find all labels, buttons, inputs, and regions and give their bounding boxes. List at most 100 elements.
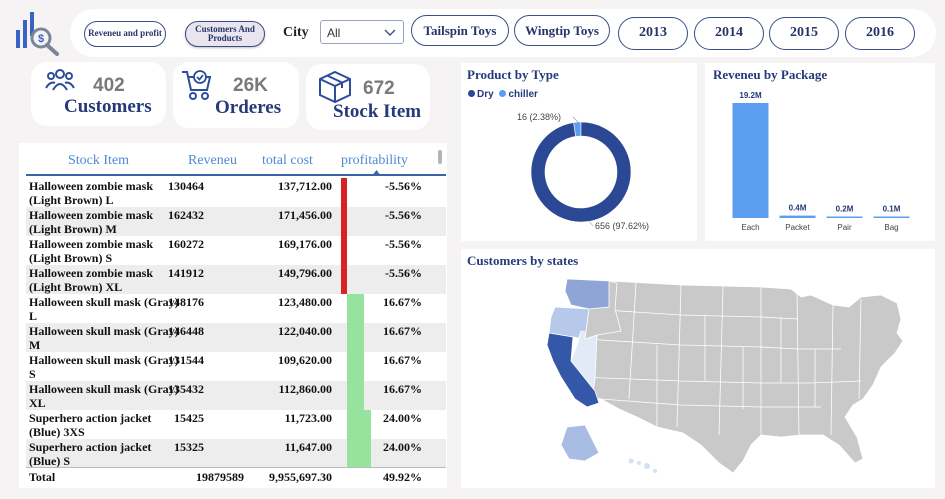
- donut-label-chiller: 16 (2.38%): [517, 112, 562, 122]
- package-value-label: 19.2M: [739, 91, 762, 100]
- package-value-label: 0.1M: [883, 205, 901, 214]
- kpi-stock-items: 672 Stock Item: [306, 64, 430, 130]
- stock-item-table: Stock Item Reveneu total cost profitabil…: [19, 143, 447, 488]
- table-row[interactable]: Halloween zombie mask (Light Brown) S 160…: [26, 236, 446, 265]
- cell-profitability: -5.56%: [385, 237, 422, 251]
- cell-revenue: 146448: [168, 324, 204, 338]
- cell-stock-item: Halloween zombie mask (Light Brown) M: [29, 208, 153, 236]
- city-dropdown-value: All: [327, 26, 341, 40]
- legend-item-dry[interactable]: Dry: [468, 89, 494, 100]
- table-row[interactable]: Superhero action jacket (Blue) S 15325 11,…: [26, 439, 446, 468]
- package-bar-pair[interactable]: [826, 216, 863, 219]
- kpi-customers: 402 Customers: [31, 62, 166, 126]
- app-logo-icon: $: [12, 8, 64, 56]
- customers-by-states-title: Customers by states: [467, 253, 579, 268]
- product-type-legend: Dry chiller: [468, 89, 538, 100]
- column-header-stock-item[interactable]: Stock Item: [68, 153, 130, 168]
- cell-stock-item: Halloween skull mask (Gray) XL: [29, 382, 179, 410]
- year-button-2013[interactable]: 2013: [618, 17, 688, 50]
- cell-revenue: 131544: [168, 353, 204, 367]
- kpi-orders-label: Orderes: [215, 97, 282, 118]
- package-category-label: Pair: [837, 223, 852, 232]
- legend-item-chiller[interactable]: chiller: [499, 89, 538, 100]
- profitability-data-bar: [347, 410, 371, 439]
- table-row[interactable]: Halloween skull mask (Gray) L 148176 123,4…: [26, 294, 446, 323]
- legend-dot-chiller: [499, 90, 507, 97]
- kpi-orders: 26K Orderes: [173, 62, 299, 128]
- year-button-2014[interactable]: 2014: [694, 17, 764, 50]
- total-profitability: 49.92%: [383, 470, 422, 484]
- cell-total-cost: 149,796.00: [278, 266, 332, 280]
- state-california[interactable]: [546, 332, 600, 408]
- cell-stock-item: Halloween skull mask (Gray) L: [29, 295, 179, 323]
- revenue-profit-button[interactable]: Reveneu and profit: [84, 21, 166, 47]
- chevron-down-icon: [384, 29, 396, 36]
- table-scrollbar[interactable]: [438, 150, 442, 164]
- brand-button-tailspin[interactable]: Tailspin Toys: [411, 15, 509, 46]
- map-states-body[interactable]: [568, 280, 904, 474]
- cell-stock-item: Superhero action jacket (Blue) S: [29, 440, 152, 468]
- table-row[interactable]: Superhero action jacket (Blue) 3XS 15425 1…: [26, 410, 446, 439]
- cell-total-cost: 171,456.00: [278, 208, 332, 222]
- package-bar-each[interactable]: [732, 103, 769, 218]
- legend-dot-dry: [468, 90, 475, 97]
- kpi-customers-label: Customers: [64, 96, 152, 117]
- package-category-label: Packet: [785, 223, 810, 232]
- table-row[interactable]: Halloween zombie mask (Light Brown) L 130…: [26, 178, 446, 207]
- donut-leader-chiller: [572, 116, 580, 124]
- package-bar-packet[interactable]: [779, 215, 816, 218]
- cell-revenue: 141912: [168, 266, 204, 280]
- table-row[interactable]: Halloween skull mask (Gray) S 131544 109,6…: [26, 352, 446, 381]
- customers-products-button[interactable]: Customers And Products: [185, 21, 265, 47]
- total-label: Total: [29, 470, 56, 484]
- cell-revenue: 130464: [168, 179, 204, 193]
- total-revenue: 19879589: [196, 470, 244, 484]
- state-hawaii[interactable]: [628, 458, 658, 474]
- cell-revenue: 162432: [168, 208, 204, 222]
- year-button-2015[interactable]: 2015: [769, 17, 839, 50]
- table-total-row: Total 19879589 9,955,697.30 49.92%: [26, 467, 446, 487]
- column-header-revenue[interactable]: Reveneu: [188, 153, 237, 168]
- product-by-type-card: Product by Type Dry chiller 16 (2.38%) 6…: [461, 63, 697, 241]
- donut-slice-dry[interactable]: [530, 121, 632, 223]
- cell-revenue: 15325: [174, 440, 204, 454]
- cell-profitability: -5.56%: [385, 266, 422, 280]
- state-idaho[interactable]: [584, 280, 622, 340]
- brand-button-wingtip[interactable]: Wingtip Toys: [514, 15, 610, 46]
- cell-profitability: 16.67%: [383, 353, 422, 367]
- kpi-stock-items-value: 672: [363, 78, 395, 99]
- box-icon: [319, 70, 351, 104]
- legend-label-dry: Dry: [477, 89, 494, 100]
- cell-stock-item: Halloween zombie mask (Light Brown) XL: [29, 266, 153, 294]
- package-bar-bag[interactable]: [873, 216, 910, 219]
- cell-total-cost: 123,480.00: [278, 295, 332, 309]
- column-header-total-cost[interactable]: total cost: [262, 153, 313, 168]
- year-button-2016[interactable]: 2016: [845, 17, 915, 50]
- table-row[interactable]: Halloween zombie mask (Light Brown) M 162…: [26, 207, 446, 236]
- cell-total-cost: 122,040.00: [278, 324, 332, 338]
- cell-profitability: 16.67%: [383, 295, 422, 309]
- table-row[interactable]: Halloween skull mask (Gray) M 146448 122,0…: [26, 323, 446, 352]
- total-cost: 9,955,697.30: [269, 470, 332, 484]
- profitability-data-bar: [347, 294, 364, 323]
- table-row[interactable]: Halloween zombie mask (Light Brown) XL 14…: [26, 265, 446, 294]
- column-header-profitability[interactable]: profitability: [341, 153, 408, 168]
- sort-ascending-icon[interactable]: [372, 170, 381, 176]
- donut-label-dry: 656 (97.62%): [595, 221, 650, 231]
- city-dropdown[interactable]: All: [320, 20, 404, 44]
- cell-stock-item: Halloween skull mask (Gray) S: [29, 353, 179, 381]
- cell-profitability: -5.56%: [385, 208, 422, 222]
- state-alaska[interactable]: [560, 424, 600, 462]
- cell-stock-item: Halloween zombie mask (Light Brown) L: [29, 179, 153, 207]
- package-value-label: 0.4M: [789, 204, 807, 213]
- cell-total-cost: 109,620.00: [278, 353, 332, 367]
- cell-total-cost: 11,723.00: [284, 411, 332, 425]
- state-washington[interactable]: [564, 278, 612, 310]
- cell-stock-item: Halloween zombie mask (Light Brown) S: [29, 237, 153, 265]
- revenue-by-package-title: Reveneu by Package: [713, 67, 828, 82]
- cell-total-cost: 11,647.00: [284, 440, 332, 454]
- us-states-map[interactable]: [461, 249, 935, 488]
- kpi-orders-value: 26K: [233, 75, 268, 96]
- cell-revenue: 160272: [168, 237, 204, 251]
- table-row[interactable]: Halloween skull mask (Gray) XL 135432 112,…: [26, 381, 446, 410]
